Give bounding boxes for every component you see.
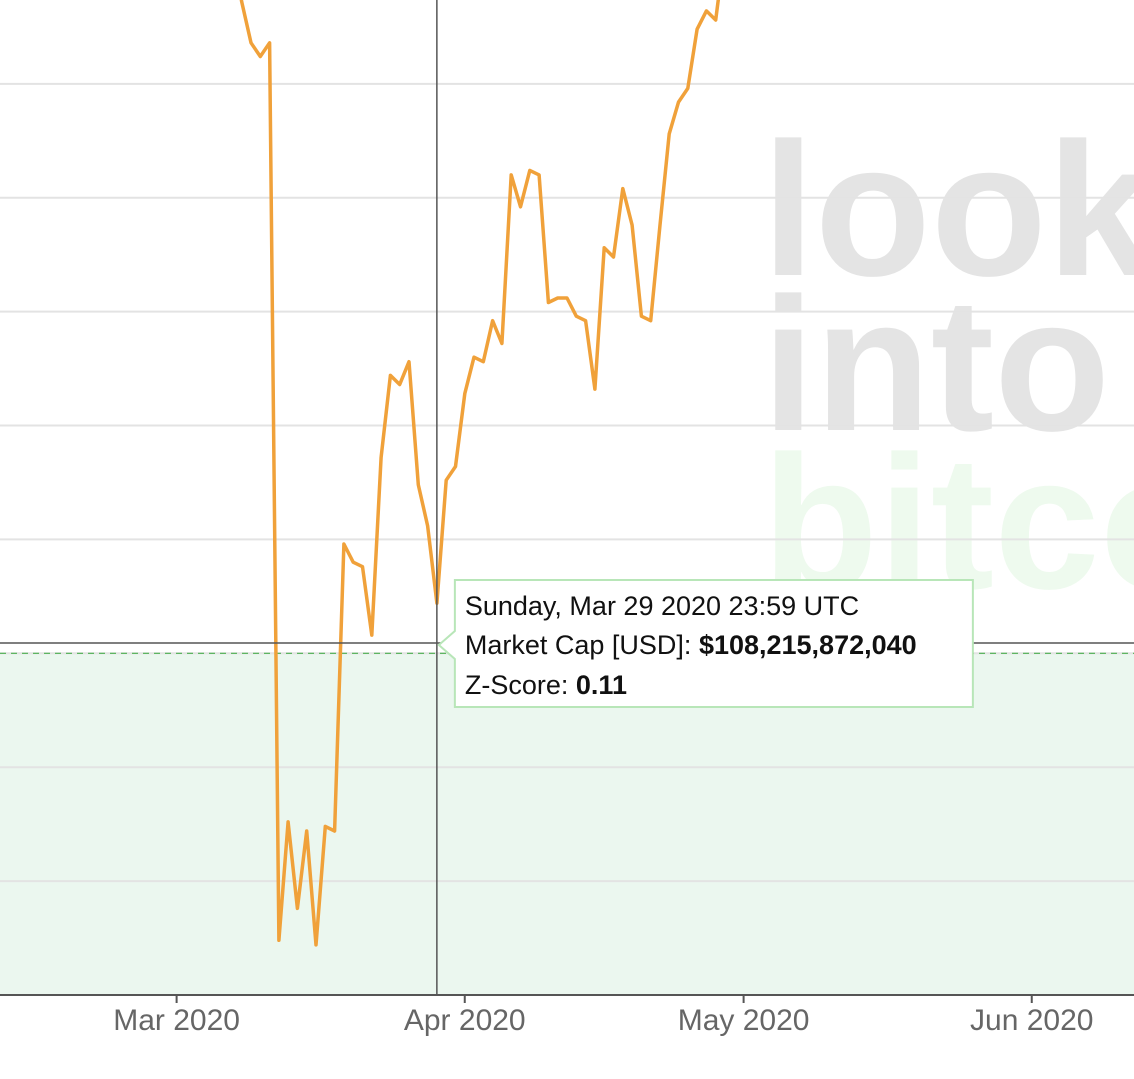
watermark-text: into bbox=[762, 259, 1110, 471]
x-tick-label: Apr 2020 bbox=[404, 1004, 526, 1037]
tooltip-value: 0.11 bbox=[576, 670, 627, 700]
tooltip-z-score: Z-Score: 0.11 bbox=[465, 670, 627, 700]
watermark: look into bitco bbox=[762, 104, 1134, 629]
tooltip-box bbox=[437, 579, 974, 708]
watermark-text: look bbox=[762, 104, 1134, 316]
x-tick-label: Mar 2020 bbox=[113, 1004, 240, 1037]
green-zone bbox=[0, 653, 1134, 995]
tooltip-label: Market Cap [USD]: bbox=[465, 630, 692, 660]
tooltip: Sunday, Mar 29 2020 23:59 UTC Market Cap… bbox=[437, 579, 974, 708]
tooltip-market-cap: Market Cap [USD]: $108,215,872,040 bbox=[465, 630, 917, 660]
x-tick-label: May 2020 bbox=[678, 1004, 810, 1037]
tooltip-label: Z-Score: bbox=[465, 670, 569, 700]
series-line bbox=[239, 0, 721, 947]
grid bbox=[0, 82, 1134, 995]
x-tick-label: Jun 2020 bbox=[970, 1004, 1093, 1037]
tooltip-date: Sunday, Mar 29 2020 23:59 UTC bbox=[465, 591, 859, 621]
tooltip-value: $108,215,872,040 bbox=[699, 630, 917, 660]
x-axis: Mar 2020 Apr 2020 May 2020 Jun 2020 bbox=[0, 994, 1134, 1037]
